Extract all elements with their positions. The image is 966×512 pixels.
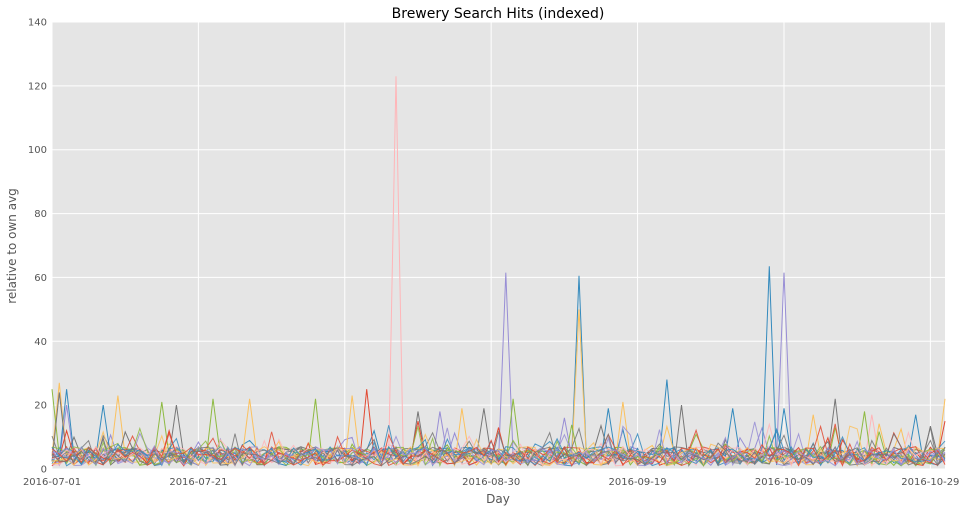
x-tick-label: 2016-07-21 xyxy=(169,477,227,488)
series-line xyxy=(51,426,946,467)
x-tick-label: 2016-10-29 xyxy=(901,477,959,488)
y-axis-ticks: 0 20 40 60 80 100 120 140 xyxy=(28,18,47,476)
series-line xyxy=(51,427,946,467)
x-tick-label: 2016-08-10 xyxy=(316,477,374,488)
y-tick-label: 80 xyxy=(34,209,47,220)
series-layer xyxy=(51,76,946,468)
y-tick-label: 120 xyxy=(28,81,47,92)
plot-area xyxy=(52,22,945,469)
y-tick-label: 20 xyxy=(34,401,47,412)
gridlines xyxy=(51,21,945,470)
x-tick-label: 2016-08-30 xyxy=(462,477,520,488)
x-tick-label: 2016-07-01 xyxy=(23,477,81,488)
x-axis-label: Day xyxy=(486,492,510,506)
x-tick-label: 2016-10-09 xyxy=(755,477,813,488)
series-line xyxy=(51,427,946,467)
chart-title: Brewery Search Hits (indexed) xyxy=(392,6,605,22)
y-tick-label: 0 xyxy=(41,465,47,476)
x-tick-label: 2016-09-19 xyxy=(609,477,667,488)
y-tick-label: 60 xyxy=(34,273,47,284)
y-tick-label: 100 xyxy=(28,145,47,156)
x-axis-ticks: 2016-07-01 2016-07-21 2016-08-10 2016-08-30… xyxy=(23,477,959,488)
y-tick-label: 40 xyxy=(34,337,47,348)
y-axis-label: relative to own avg xyxy=(5,188,19,304)
y-tick-label: 140 xyxy=(28,18,47,29)
series-line xyxy=(51,428,946,467)
